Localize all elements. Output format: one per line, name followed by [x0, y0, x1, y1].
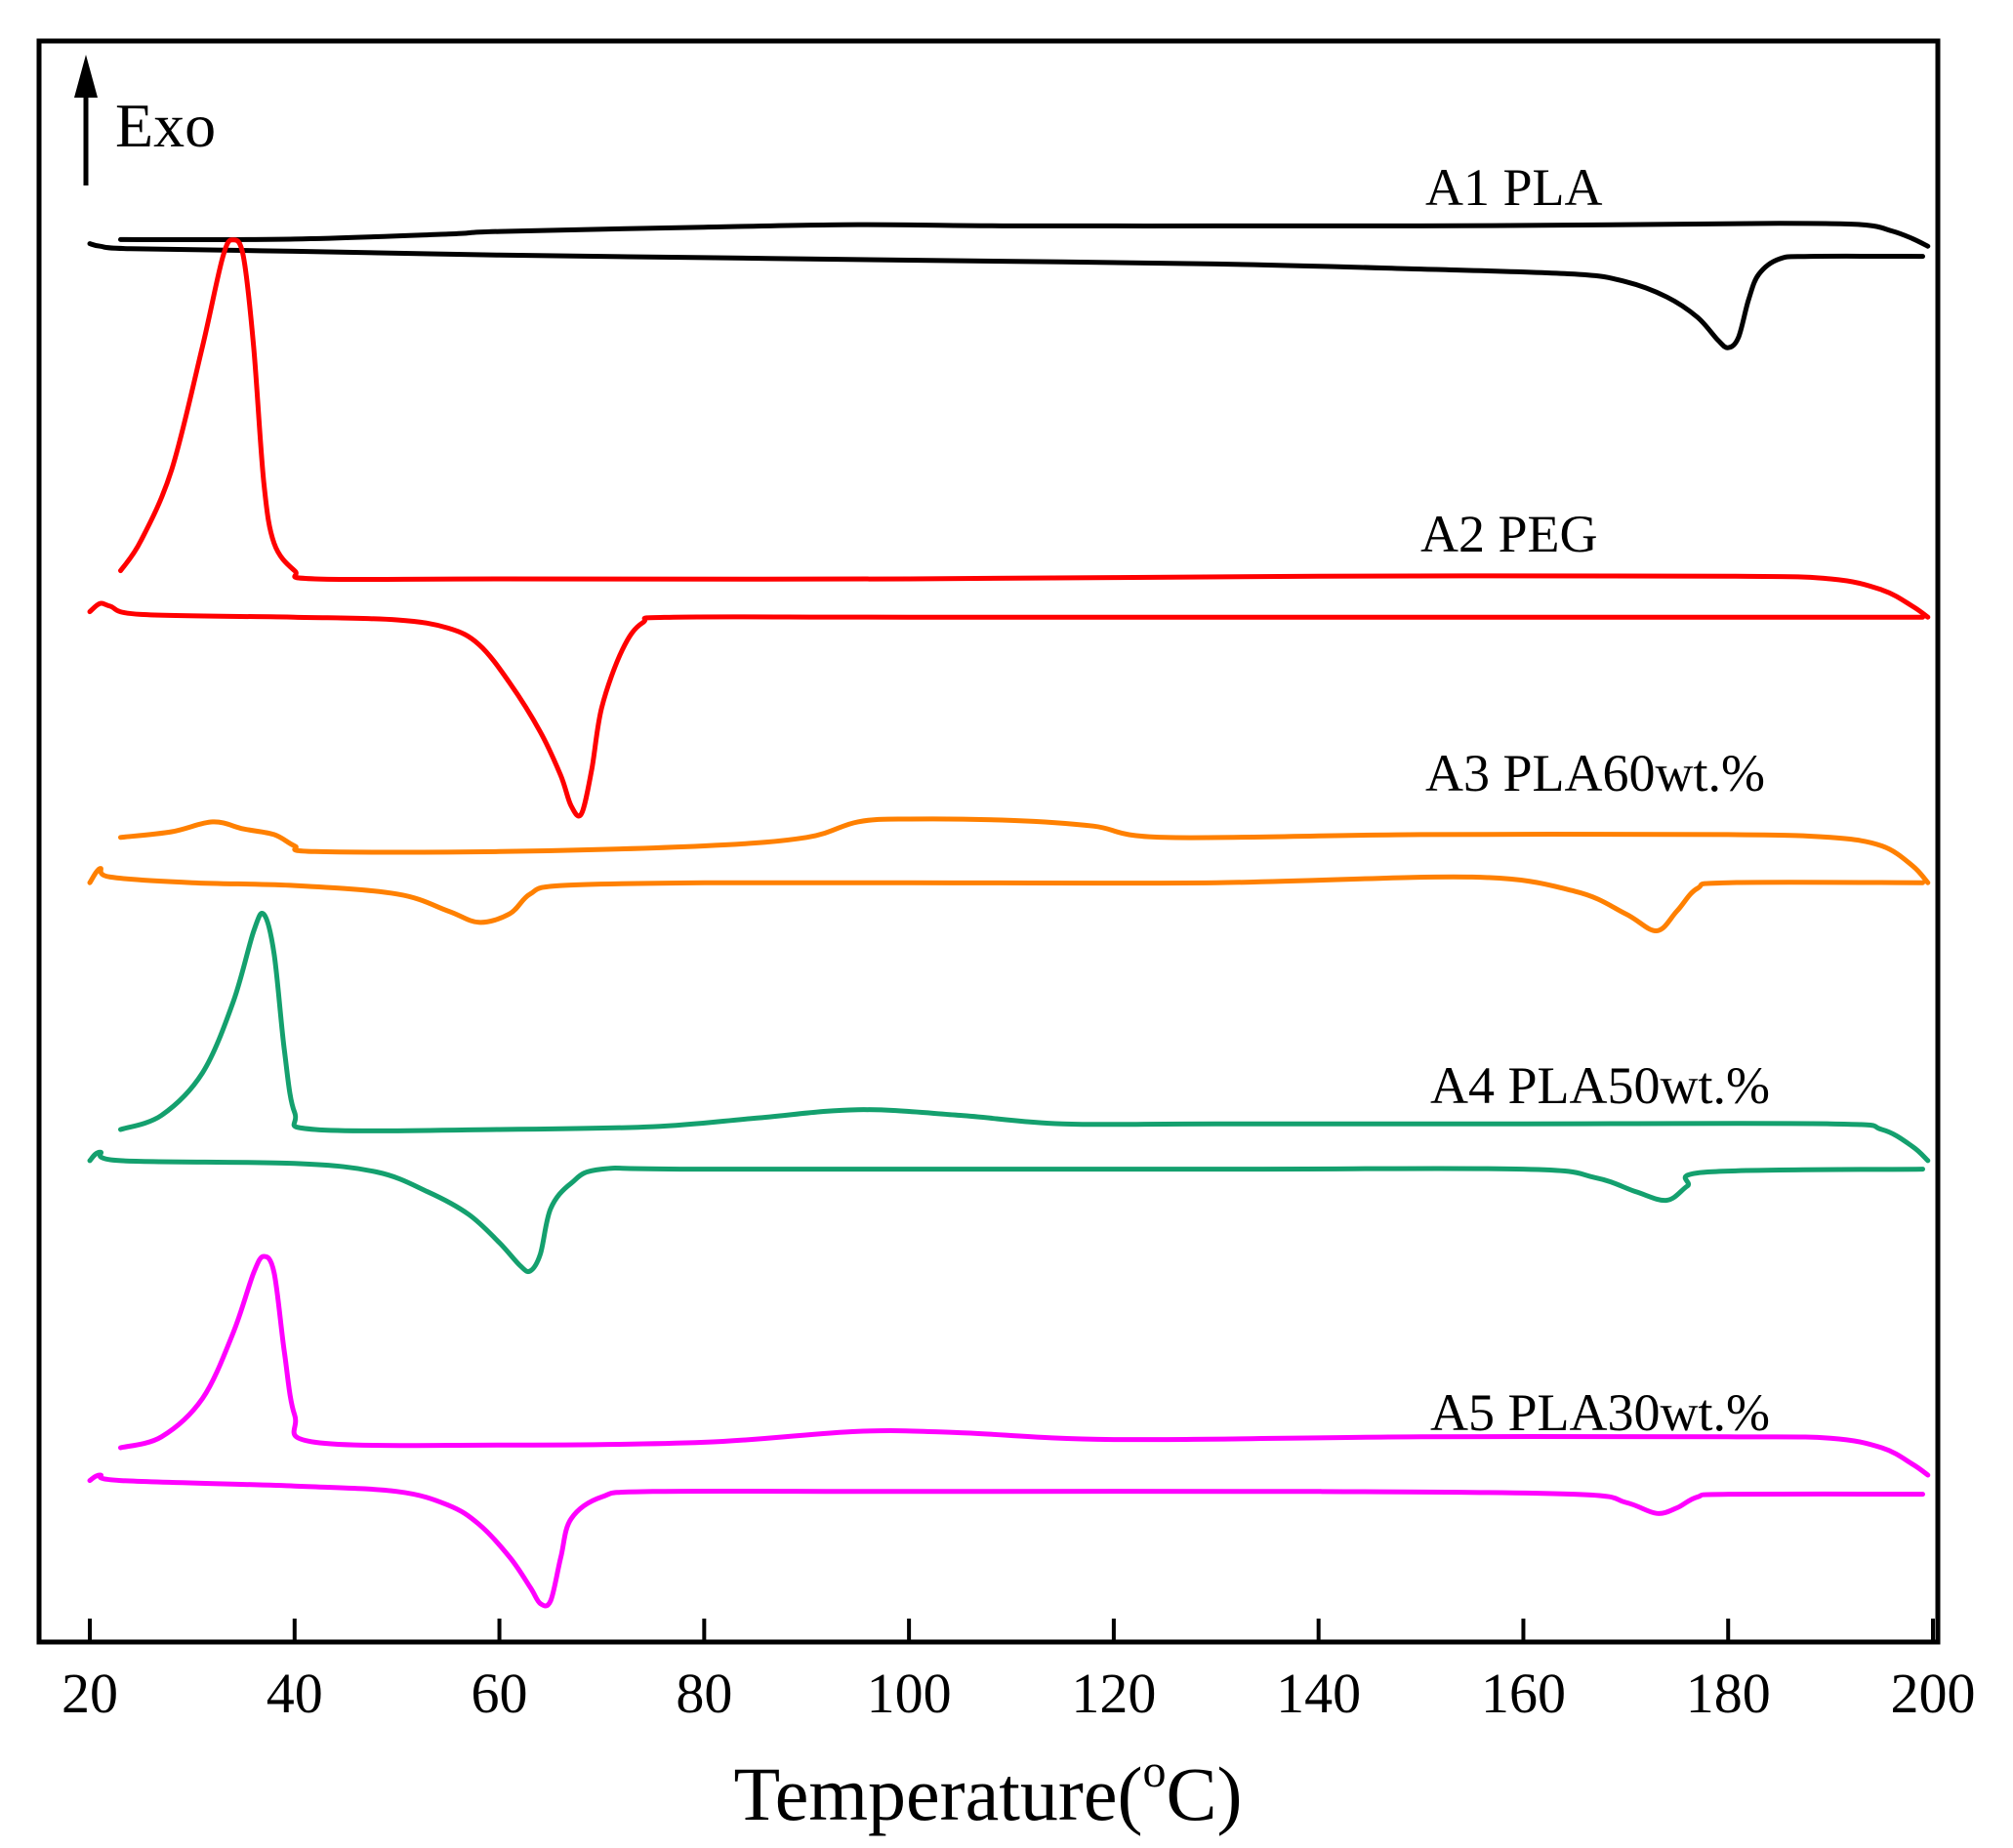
series-1-heating-curve — [87, 241, 1925, 350]
exo-arrow-icon — [74, 55, 98, 98]
x-axis-ticks: 20 40 60 80 100 120 140 160 180 200 — [62, 1619, 1976, 1725]
x-tick-label: 80 — [676, 1662, 732, 1725]
series-label: A5 PLA30wt.% — [1430, 1383, 1770, 1442]
series-labels: A1 PLA A2 PEG A3 PLA60wt.% A4 PLA50wt.% A5 P… — [1420, 158, 1770, 1442]
exo-indicator: Exo — [74, 55, 216, 185]
plot-frame — [36, 38, 1941, 1645]
series-4-cooling-curve — [118, 911, 1931, 1164]
series-label: A1 PLA — [1425, 158, 1603, 217]
exo-label: Exo — [115, 91, 216, 160]
x-tick-label: 140 — [1276, 1662, 1361, 1725]
series-2-cooling-curve — [118, 237, 1931, 620]
series-3-heating-curve — [87, 866, 1925, 933]
x-tick-label: 100 — [867, 1662, 952, 1725]
x-axis-title: Temperature(oC) — [734, 1745, 1243, 1836]
series-3-cooling-curve — [118, 816, 1931, 885]
x-axis-title-superscript: o — [1142, 1745, 1166, 1797]
dsc-curves — [87, 221, 1931, 1609]
x-tick-label: 60 — [472, 1662, 528, 1725]
series-5-cooling-curve — [118, 1253, 1931, 1478]
x-tick-label: 40 — [267, 1662, 323, 1725]
series-label: A4 PLA50wt.% — [1430, 1056, 1770, 1115]
x-axis-title-text: Temperature( — [734, 1751, 1143, 1836]
x-tick-label: 180 — [1686, 1662, 1771, 1725]
series-label: A2 PEG — [1420, 505, 1598, 563]
x-tick-label: 160 — [1481, 1662, 1566, 1725]
series-1-cooling-curve — [118, 221, 1931, 249]
x-axis-title-unit: C) — [1166, 1751, 1242, 1836]
series-5-heating-curve — [87, 1472, 1925, 1609]
series-4-heating-curve — [87, 1149, 1925, 1275]
series-label: A3 PLA60wt.% — [1425, 744, 1765, 802]
x-tick-label: 200 — [1891, 1662, 1976, 1725]
x-tick-label: 120 — [1071, 1662, 1156, 1725]
x-tick-label: 20 — [62, 1662, 118, 1725]
series-2-heating-curve — [87, 600, 1925, 819]
